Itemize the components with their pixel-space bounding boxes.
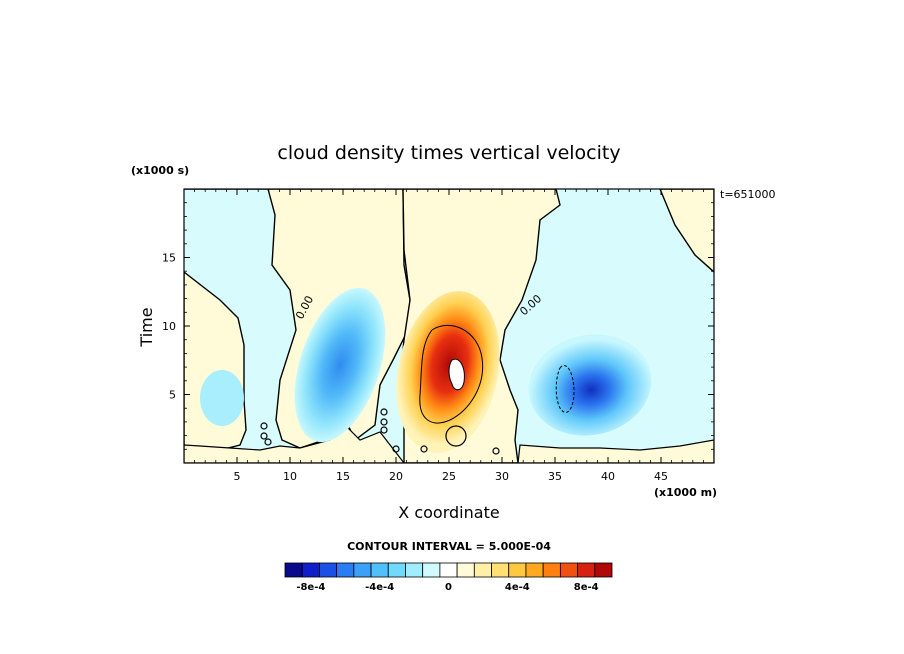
- x-axis-label: X coordinate: [398, 503, 499, 522]
- plot-area: [184, 189, 714, 463]
- colorbar-swatch: [422, 562, 441, 578]
- x-axis-ticks: 5 10 15 20 25 30 35 40 45: [194, 189, 704, 483]
- x-tick-label: 5: [234, 470, 241, 483]
- colorbar-swatch: [336, 562, 355, 578]
- colorbar-label: 4e-4: [505, 582, 530, 593]
- negative-contour-right: [555, 365, 575, 413]
- colorbar-swatch: [473, 562, 492, 578]
- colorbar-swatch: [405, 562, 424, 578]
- y-units-label: (x1000 s): [131, 164, 189, 177]
- x-tick-label: 45: [654, 470, 668, 483]
- colorbar-label: 8e-4: [574, 582, 599, 593]
- colorbar-label: -8e-4: [296, 582, 325, 593]
- colorbar-label: -4e-4: [365, 582, 394, 593]
- zero-contour-loops: [260, 408, 500, 455]
- y-tick-label: 15: [162, 252, 176, 265]
- x-tick-label: 40: [601, 470, 615, 483]
- y-tick-label: 10: [162, 320, 176, 333]
- y-axis-ticks: 5 10 15: [162, 202, 714, 450]
- negative-core-left: [294, 287, 386, 443]
- contour-interval-label: CONTOUR INTERVAL = 5.000E-04: [347, 540, 551, 553]
- x-tick-label: 25: [442, 470, 456, 483]
- x-tick-label: 35: [548, 470, 562, 483]
- positive-region-bottom-right: [517, 439, 714, 463]
- colorbar-swatch: [559, 562, 578, 578]
- x-tick-label: 20: [389, 470, 403, 483]
- colorbar-swatch: [491, 562, 510, 578]
- colorbar: -8e-4 -4e-4 0 4e-4 8e-4: [284, 562, 613, 593]
- chart-title: cloud density times vertical velocity: [277, 142, 620, 164]
- colorbar-swatch: [594, 562, 613, 578]
- negative-small-left: [200, 370, 244, 426]
- colorbar-swatch: [370, 562, 389, 578]
- colorbar-swatch: [525, 562, 544, 578]
- colorbar-swatch: [439, 562, 458, 578]
- colorbar-swatch: [353, 562, 372, 578]
- positive-core-hole: [448, 358, 465, 391]
- negative-core-right: [528, 334, 652, 436]
- x-tick-label: 15: [336, 470, 350, 483]
- colorbar-swatch: [456, 562, 475, 578]
- colorbar-swatch: [301, 562, 320, 578]
- colorbar-swatch: [284, 562, 303, 578]
- x-units-label: (x1000 m): [654, 486, 717, 499]
- colorbar-label: 0: [445, 582, 452, 593]
- colorbar-swatch: [319, 562, 338, 578]
- colorbar-swatch: [387, 562, 406, 578]
- x-tick-label: 30: [495, 470, 509, 483]
- positive-region-bottom: [184, 427, 405, 463]
- positive-region-right: [659, 189, 714, 273]
- colorbar-swatch: [542, 562, 561, 578]
- positive-core-contour: [419, 324, 484, 424]
- y-axis-label: Time: [137, 307, 156, 347]
- y-tick-label: 5: [169, 389, 176, 402]
- colorbar-swatch: [577, 562, 596, 578]
- colorbar-swatch: [508, 562, 527, 578]
- time-annotation: t=651000: [720, 188, 776, 201]
- x-tick-label: 10: [283, 470, 297, 483]
